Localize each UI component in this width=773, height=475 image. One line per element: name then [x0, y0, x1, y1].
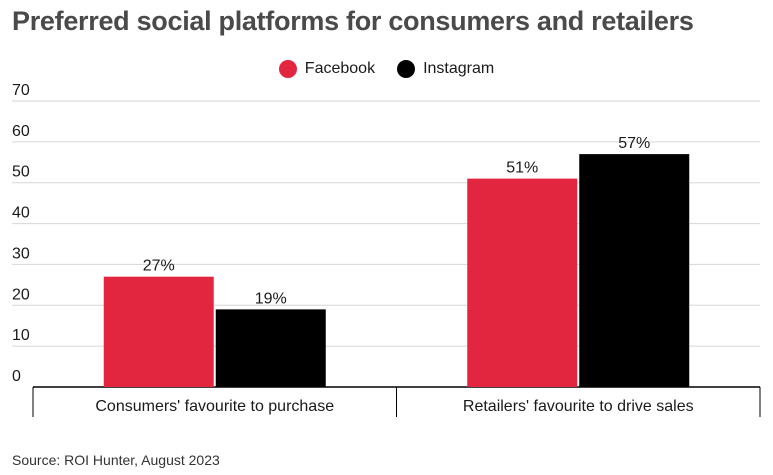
legend: Facebook Instagram: [0, 60, 773, 78]
bar-instagram-0: [215, 309, 326, 387]
y-tick-label-10: 10: [12, 327, 30, 344]
y-tick-label-30: 30: [12, 245, 30, 262]
y-tick-label-60: 60: [12, 123, 30, 140]
legend-swatch-facebook: [278, 60, 297, 78]
y-tick-label-50: 50: [12, 164, 30, 181]
x-category-label-0: Consumers' favourite to purchase: [95, 398, 334, 415]
data-label-instagram-0: 19%: [255, 290, 287, 307]
legend-swatch-instagram: [397, 60, 416, 78]
legend-item-instagram: Instagram: [397, 60, 494, 78]
y-tick-label-70: 70: [12, 82, 30, 99]
chart-title: Preferred social platforms for consumers…: [12, 6, 694, 36]
data-label-facebook-0: 27%: [143, 258, 175, 275]
legend-label-instagram: Instagram: [423, 60, 495, 77]
data-label-facebook-1: 51%: [506, 160, 538, 177]
source-note: Source: ROI Hunter, August 2023: [12, 452, 220, 468]
legend-item-facebook: Facebook: [278, 60, 376, 78]
y-tick-label-20: 20: [12, 286, 30, 303]
y-tick-label-0: 0: [12, 368, 21, 385]
y-tick-label-40: 40: [12, 205, 30, 222]
x-category-label-1: Retailers' favourite to drive sales: [463, 398, 694, 415]
bar-facebook-1: [467, 178, 578, 387]
legend-label-facebook: Facebook: [304, 60, 376, 77]
bar-facebook-0: [103, 276, 214, 387]
bar-instagram-1: [579, 154, 690, 387]
data-label-instagram-1: 57%: [618, 135, 650, 152]
